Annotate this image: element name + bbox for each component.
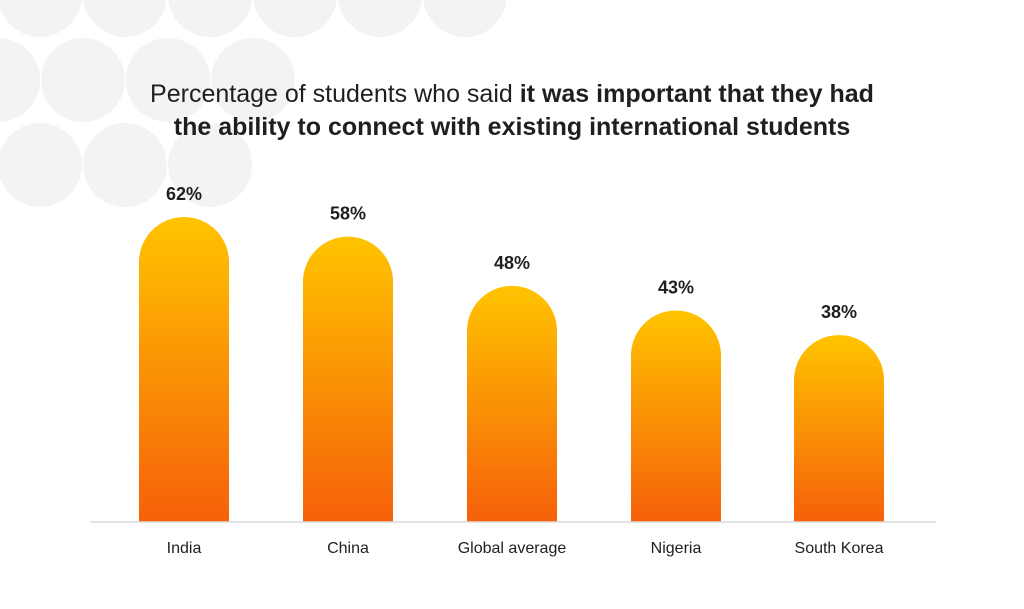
chart-title-bold-1: it was important that they had bbox=[519, 80, 874, 108]
chart-title-bold-2: the ability to connect with existing int… bbox=[173, 113, 851, 141]
category-label: Nigeria bbox=[651, 540, 702, 557]
chart-title: Percentage of students who said it was i… bbox=[0, 78, 1024, 144]
labels-group: 62% India 58% China 48% Global average 43% Nige… bbox=[166, 184, 884, 557]
background-circles bbox=[0, 0, 507, 207]
chart-title-line-1: Percentage of students who said it was i… bbox=[0, 78, 1024, 111]
value-label: 38% bbox=[821, 302, 857, 322]
bar-india bbox=[139, 217, 229, 522]
category-label: Global average bbox=[458, 540, 567, 557]
chart-title-line-2: the ability to connect with existing int… bbox=[0, 111, 1024, 144]
category-label: China bbox=[327, 540, 369, 557]
bar-china bbox=[303, 236, 393, 522]
value-label: 58% bbox=[330, 204, 366, 224]
category-label: South Korea bbox=[795, 540, 884, 557]
bars-group bbox=[139, 217, 884, 522]
category-label: India bbox=[167, 540, 202, 557]
chart-title-regular: Percentage of students who said bbox=[150, 80, 520, 108]
value-label: 43% bbox=[658, 277, 694, 297]
bar-global-average bbox=[467, 285, 557, 522]
value-label: 62% bbox=[166, 184, 202, 204]
bar-nigeria bbox=[631, 310, 721, 522]
value-label: 48% bbox=[494, 253, 530, 273]
bar-south-korea bbox=[794, 335, 884, 522]
